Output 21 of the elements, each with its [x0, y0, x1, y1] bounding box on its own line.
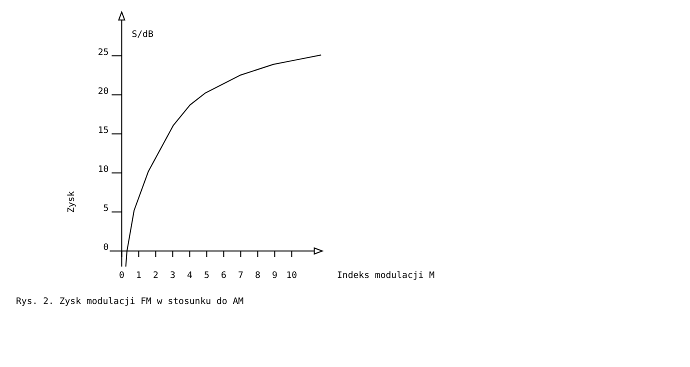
annotation: S/dB [132, 30, 154, 40]
x-tick-label: 5 [204, 271, 210, 281]
x-tick-label: 4 [186, 271, 192, 281]
y-tick-label: 25 [98, 48, 109, 58]
x-tick-label: 2 [152, 271, 158, 281]
y-tick-label: 10 [98, 164, 109, 175]
x-axis-title: Indeks modulacji M [337, 271, 436, 281]
y-tick-label: 20 [98, 86, 109, 97]
text: Rys. 2. Zysk modulacji FM w stosunku do AM [16, 297, 244, 307]
x-tick-label: 1 [136, 271, 142, 281]
x-tick-label: 6 [220, 271, 226, 281]
x-tick-label: 8 [254, 271, 260, 281]
y-tick-label: 15 [98, 126, 109, 136]
y-tick-label: 5 [103, 204, 109, 214]
y-tick-label: 0 [103, 243, 109, 253]
y-axis-title: Zysk [67, 190, 77, 213]
x-tick-label: 7 [238, 271, 244, 281]
x-tick-label: 0 [118, 271, 124, 281]
x-tick-label: 10 [286, 271, 298, 281]
x-tick-label: 9 [272, 271, 278, 281]
x-tick-label: 3 [170, 271, 176, 281]
